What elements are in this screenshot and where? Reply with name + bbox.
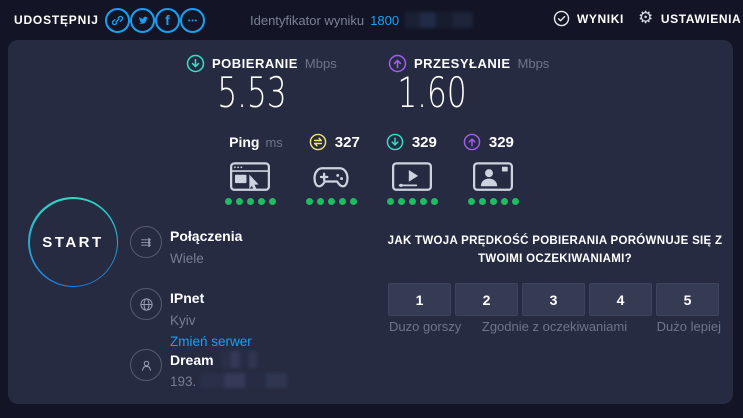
rating-button-3[interactable]: 3 — [522, 283, 585, 316]
start-button[interactable]: START — [28, 197, 118, 287]
rating-question: JAK TWOJA PRĘDKOŚĆ POBIERANIA PORÓWNUJE … — [387, 235, 723, 265]
connections-icon — [140, 237, 151, 247]
start-label: START — [42, 233, 104, 251]
download-label: POBIERANIE — [212, 56, 298, 71]
ping-download: 329 — [386, 133, 437, 151]
upload-arrow-icon — [463, 133, 481, 151]
scale-mid-label: Zgodnie z oczekiwaniami — [481, 319, 628, 334]
redacted-isp-ip — [200, 373, 287, 388]
check-circle-icon — [553, 10, 570, 27]
more-icon — [188, 19, 197, 22]
settings-nav-button[interactable]: ⚙ USTAWIENIA — [638, 10, 741, 27]
ping-row: Ping ms 327 329 329 — [0, 133, 743, 151]
download-arrow-icon — [186, 54, 205, 73]
gaming-icon — [313, 167, 349, 188]
share-link-button[interactable] — [105, 8, 130, 33]
activity-row — [0, 161, 743, 205]
scale-high-label: Dużo lepiej — [656, 319, 721, 334]
download-value: 5.53 — [217, 68, 287, 117]
video-streaming-icon — [392, 162, 433, 191]
share-twitter-button[interactable] — [130, 8, 155, 33]
activity-web-browsing[interactable] — [224, 161, 276, 205]
download-unit: Mbps — [304, 56, 337, 71]
server-city: Kyiv — [170, 313, 196, 328]
ping-idle-value: 327 — [334, 133, 360, 151]
isp-name: Dream — [170, 352, 214, 368]
video-chat-icon — [473, 162, 514, 191]
ping-label: Ping — [229, 134, 260, 150]
results-nav-label: WYNIKI — [577, 11, 624, 26]
activity-video-streaming[interactable] — [386, 161, 438, 205]
ping-idle: 327 — [309, 133, 360, 151]
results-nav-button[interactable]: WYNIKI — [553, 10, 624, 27]
share-more-button[interactable] — [180, 8, 205, 33]
gear-icon: ⚙ — [638, 8, 654, 28]
server-icon-circle — [130, 288, 162, 320]
ping-header: Ping ms — [229, 134, 283, 150]
rating-button-2[interactable]: 2 — [455, 283, 518, 316]
scale-low-label: Duzo gorszy — [389, 319, 462, 334]
quality-dots — [305, 198, 357, 205]
ping-upload: 329 — [463, 133, 514, 151]
link-icon — [111, 15, 124, 26]
quality-dots — [467, 198, 519, 205]
rating-scale-labels: Duzo gorszy Zgodnie z oczekiwaniami Dużo… — [388, 319, 721, 335]
settings-nav-label: USTAWIENIA — [660, 11, 742, 26]
redacted-result-id — [405, 12, 474, 28]
connections-icon-circle — [130, 226, 162, 258]
ping-download-value: 329 — [411, 133, 437, 151]
rating-button-5[interactable]: 5 — [656, 283, 719, 316]
facebook-icon: f — [165, 12, 170, 28]
globe-icon — [139, 297, 153, 311]
web-browsing-icon — [230, 162, 271, 191]
person-icon — [141, 360, 151, 371]
upload-label: PRZESYŁANIE — [414, 56, 511, 71]
upload-unit: Mbps — [517, 56, 550, 71]
upload-value: 1.60 — [397, 68, 467, 117]
main-panel — [8, 40, 733, 404]
download-header: POBIERANIE Mbps — [186, 54, 337, 73]
activity-gaming[interactable] — [305, 161, 357, 205]
rating-button-1[interactable]: 1 — [388, 283, 451, 316]
quality-dots — [224, 198, 276, 205]
share-facebook-button[interactable]: f — [155, 8, 180, 33]
redacted-isp-name — [221, 351, 257, 368]
idle-latency-icon — [309, 133, 327, 151]
change-server-link[interactable]: Zmień serwer — [170, 334, 252, 349]
rating-button-4[interactable]: 4 — [589, 283, 652, 316]
quality-dots — [386, 198, 438, 205]
upload-header: PRZESYŁANIE Mbps — [388, 54, 549, 73]
share-label: UDOSTĘPNIJ — [14, 13, 99, 27]
twitter-icon — [138, 16, 148, 24]
result-id: Identyfikator wyniku 1800 — [250, 12, 474, 28]
ping-upload-value: 329 — [488, 133, 514, 151]
isp-icon-circle — [130, 349, 162, 381]
download-arrow-icon — [386, 133, 404, 151]
result-id-value: 1800 — [370, 12, 400, 28]
result-id-label: Identyfikator wyniku — [250, 12, 365, 28]
connections-label: Połączenia — [170, 228, 243, 244]
ping-unit: ms — [265, 135, 283, 150]
server-name: IPnet — [170, 290, 205, 306]
isp-ip-prefix: 193. — [170, 374, 197, 389]
connections-value: Wiele — [170, 251, 204, 266]
upload-arrow-icon — [388, 54, 407, 73]
activity-video-chat[interactable] — [467, 161, 519, 205]
rating-buttons: 1 2 3 4 5 — [388, 283, 719, 316]
